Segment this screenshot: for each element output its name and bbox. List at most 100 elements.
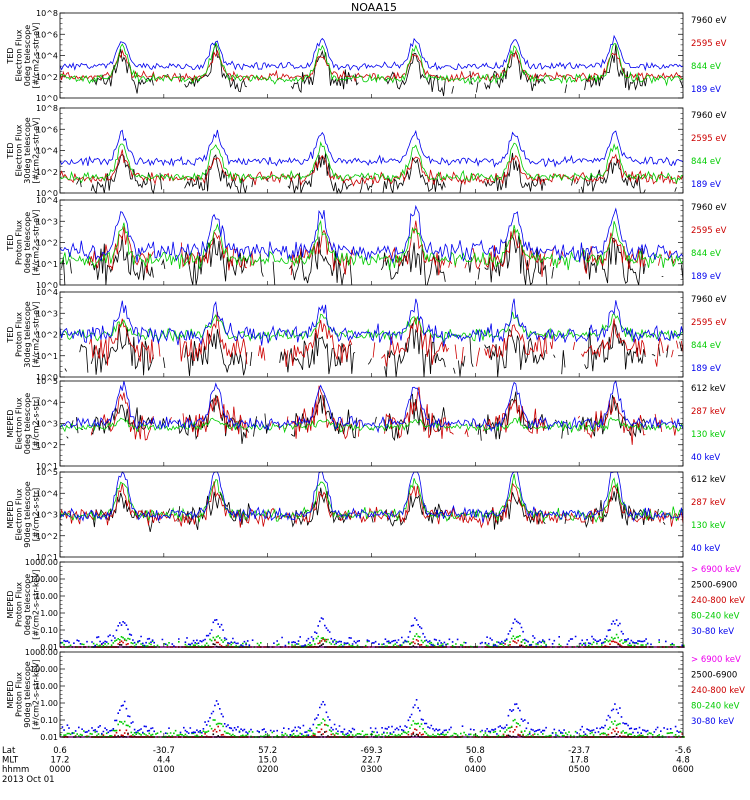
legend-entry: 30-80 keV [691, 717, 734, 727]
y-axis-label: 90deg telescope [23, 661, 32, 728]
x-tick-label: 0400 [465, 765, 487, 775]
panel-8: 0.01 0.10 1.00 10.00 100.00 1000.00 > 6900 keV… [6, 648, 745, 742]
legend-entry: 2595 eV [691, 39, 727, 49]
y-tick-label: 10^4 [36, 52, 58, 61]
panel-frame [59, 561, 684, 648]
legend-entry: 30-80 keV [691, 627, 734, 637]
series-points [60, 718, 685, 738]
series-line [59, 481, 684, 529]
legend-entry: 7960 eV [691, 203, 727, 213]
y-axis-label: Electron Flux [15, 29, 24, 81]
y-tick-label: 10^2 [36, 168, 58, 177]
x-tick-label: 0100 [153, 765, 175, 775]
y-tick-label: 10^1 [36, 462, 58, 471]
y-axis-label: Proton Flux [15, 672, 24, 717]
series-line [59, 379, 684, 434]
y-axis-label: Electron Flux [15, 488, 24, 540]
x-tick-label: 0.6 [53, 746, 67, 756]
legend-entry: 287 keV [691, 407, 726, 417]
y-axis-label: [#/cm2-s-str-eV] [32, 117, 41, 183]
x-tick-label: -69.3 [361, 746, 383, 756]
y-axis-label: [#/cm2-s-str-eV] [32, 209, 41, 275]
y-axis-label: TED [6, 47, 15, 64]
x-tick-label: -23.7 [568, 746, 590, 756]
series-line [59, 141, 683, 185]
y-tick-label: 10^3 [36, 217, 58, 226]
series-line [59, 471, 684, 523]
y-axis-label: 0deg telescope [23, 574, 32, 635]
y-tick-label: 10^4 [36, 489, 58, 498]
x-tick-label: 50.8 [466, 746, 485, 756]
y-axis-label: 90deg telescope [23, 481, 32, 548]
series-line [59, 34, 684, 72]
y-axis-label: 30deg telescope [23, 117, 32, 184]
x-tick-label: 4.4 [157, 756, 171, 766]
y-tick-label: 10^1 [36, 260, 58, 269]
x-tick-label: 22.7 [362, 756, 381, 766]
series-line [90, 385, 677, 445]
y-axis-label: 0deg telescope [23, 212, 32, 273]
y-tick-label: 10^8 [36, 9, 58, 18]
y-tick-label: 0.01 [40, 733, 58, 742]
y-tick-label: 0.10 [40, 716, 58, 725]
y-tick-label: 10^6 [36, 30, 58, 39]
y-axis-label: TED [6, 142, 15, 159]
y-tick-label: 10^4 [36, 398, 58, 407]
panel-4: 10^0 10^1 10^2 10^3 10^4 7960 eV 2595 eV 844 eV… [6, 288, 727, 382]
y-tick-label: 10^0 [36, 373, 58, 382]
legend-entry: 2500-6900 [691, 581, 737, 591]
x-tick-label: 0300 [361, 765, 383, 775]
legend-entry: 240-800 keV [691, 686, 745, 696]
x-tick-label: -5.6 [675, 746, 692, 756]
legend-entry: 240-800 keV [691, 596, 745, 606]
y-axis-label: [#/cm2-s-str-eV] [32, 22, 41, 88]
y-tick-label: 10^4 [36, 288, 58, 297]
panel-3: 10^0 10^1 10^2 10^3 10^4 7960 eV 2595 eV 844 eV… [6, 196, 727, 290]
x-tick-label: 0500 [568, 765, 590, 775]
y-axis-label: Electron Flux [15, 124, 24, 176]
legend-entry: 40 keV [691, 453, 720, 463]
x-tick-label: 0600 [672, 765, 694, 775]
legend-entry: 844 eV [691, 249, 721, 259]
legend-entry: 2595 eV [691, 134, 727, 144]
y-tick-label: 0.01 [40, 643, 58, 652]
y-axis-label: MEPED [6, 681, 15, 709]
y-tick-label: 10^0 [36, 281, 58, 290]
legend-entry: 80-240 keV [691, 702, 740, 712]
y-tick-label: 10^1 [36, 553, 58, 562]
y-axis-label: Electron Flux [15, 397, 24, 449]
x-row-label: MLT [2, 756, 19, 766]
series-points [60, 633, 685, 648]
legend-entry: 189 eV [691, 364, 721, 374]
y-tick-label: 10^2 [36, 441, 58, 450]
y-axis-label: 0deg telescope [23, 393, 32, 454]
x-tick-label: 57.2 [258, 746, 277, 756]
series-line [59, 204, 684, 264]
y-tick-label: 1000.00 [25, 558, 58, 567]
panel-5: 10^1 10^2 10^3 10^4 10^5 612 keV 287 keV 130 ke… [6, 377, 726, 471]
series-line [59, 311, 684, 343]
legend-entry: > 6900 keV [691, 565, 741, 575]
panel-frame [59, 651, 684, 738]
y-tick-label: 10^4 [36, 147, 58, 156]
y-tick-label: 10^1 [36, 352, 58, 361]
panel-1: 10^0 10^2 10^4 10^6 10^8 7960 eV 2595 eV 844 eV… [6, 9, 727, 103]
series-line [59, 298, 684, 347]
y-axis-label: [#/cm2-s-str-keV] [32, 659, 41, 730]
legend-entry: 287 keV [691, 498, 726, 508]
series-points [61, 699, 680, 736]
y-tick-label: 10^2 [36, 532, 58, 541]
series-points [60, 617, 683, 648]
legend-entry: 189 eV [691, 180, 721, 190]
figure-title: NOAA15 [351, 1, 397, 14]
y-tick-label: 100.00 [30, 575, 58, 584]
y-tick-label: 10^2 [36, 239, 58, 248]
x-axis-labels: Lat 0.6 -30.7 57.2 -69.3 50.8 -23.7 -5.6 MLT 17.2… [2, 746, 694, 785]
y-axis-label: Proton Flux [15, 582, 24, 627]
y-tick-label: 10.00 [35, 682, 58, 691]
y-axis-label: MEPED [6, 410, 15, 438]
x-tick-label: -30.7 [153, 746, 175, 756]
x-tick-label: 17.2 [51, 756, 70, 766]
legend-entry: > 6900 keV [691, 655, 741, 665]
legend-entry: 189 eV [691, 272, 721, 282]
